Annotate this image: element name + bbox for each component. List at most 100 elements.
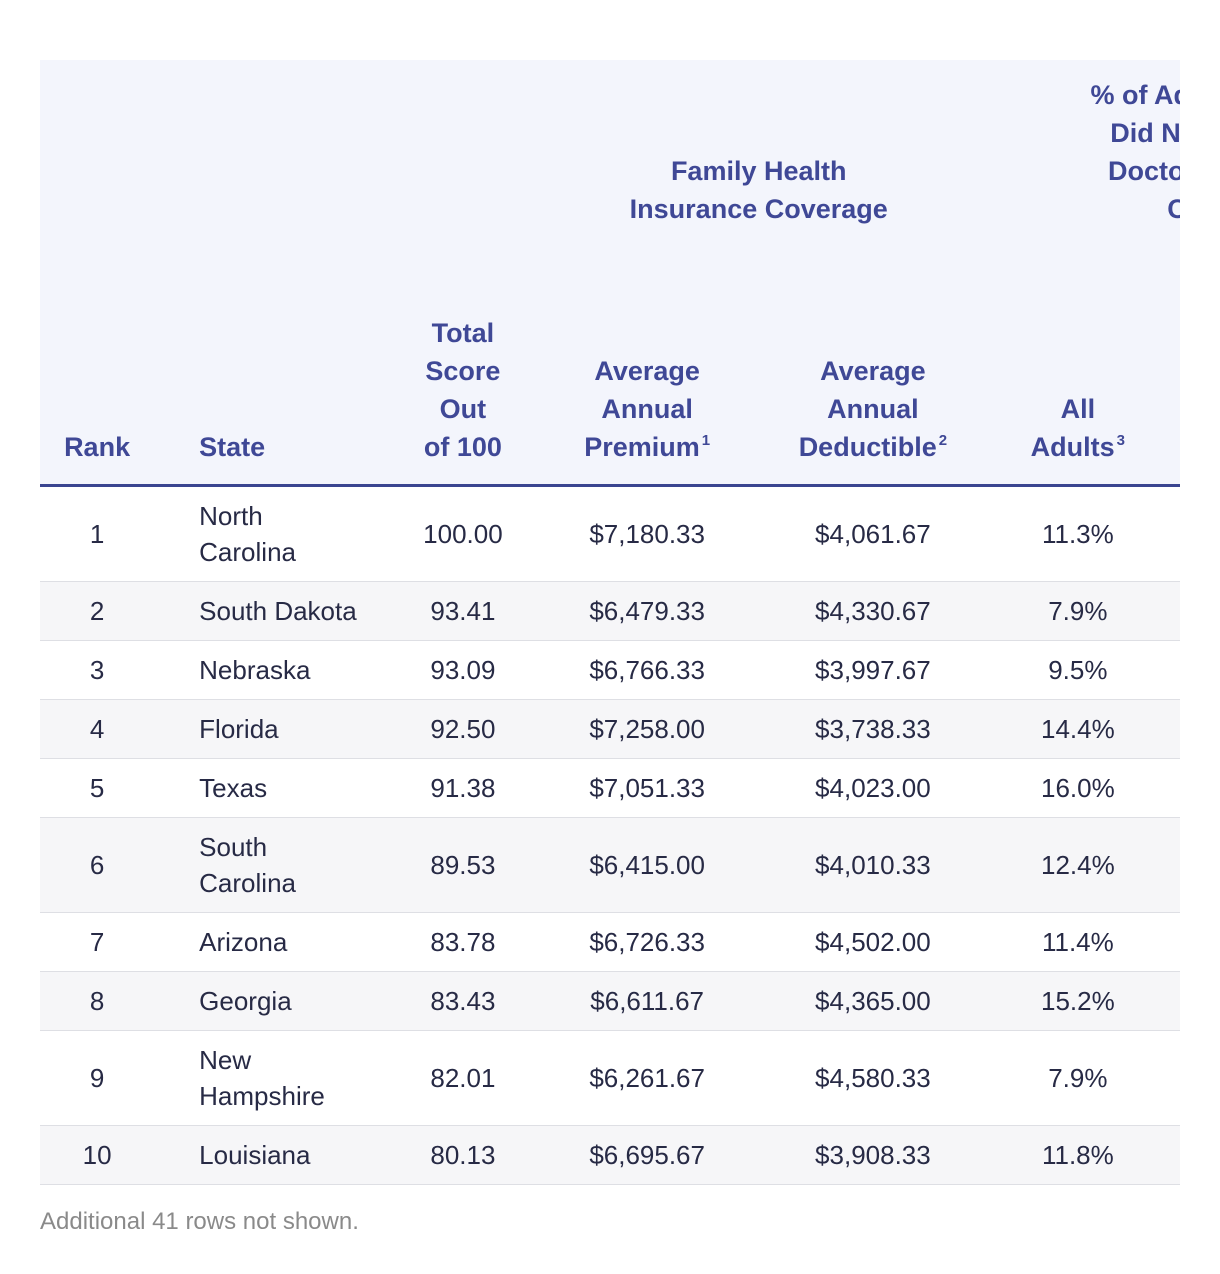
table-cell [1171,485,1180,582]
table-cell: North Carolina [154,485,393,582]
table-cell: $6,415.00 [533,817,762,913]
group-header-row: Family Health Insurance Coverage % of Adul… [40,60,1180,250]
table-cell [1171,971,1180,1031]
header-line: Annual [601,394,693,424]
table-row: 6 South Carolina 89.53 $6,415.00 $4,010.33 12… [40,817,1180,913]
header-line: Did Not See a [1110,118,1180,148]
table-cell: 15.2% [984,971,1172,1031]
empty-header [40,60,533,250]
table: Family Health Insurance Coverage % of Adul… [40,60,1180,1185]
table-cell: 7 [40,912,155,972]
table-container: Family Health Insurance Coverage % of Adul… [40,60,1180,1185]
table-cell: $4,330.67 [761,581,985,641]
table-cell: 91.38 [392,758,533,818]
header-line: Annual [827,394,919,424]
table-cell [1171,758,1180,818]
header-line: Family Health [670,156,847,186]
table-row: 5 Texas 91.38 $7,051.33 $4,023.00 16.0% [40,758,1180,818]
table-cell: Nebraska [154,640,393,700]
header-line: State [199,432,266,462]
column-header: Average Annual Deductible 2 [761,250,985,487]
table-cell: Louisiana [154,1125,393,1185]
table-cell: $4,365.00 [761,971,985,1031]
table-cell: 83.43 [392,971,533,1031]
table-row: 9 New Hampshire 82.01 $6,261.67 $4,580.33 7.9… [40,1030,1180,1126]
header-line: Rank [64,432,131,462]
table-cell: Texas [154,758,393,818]
table-cell: New Hampshire [154,1030,393,1126]
header-line: Total [431,318,495,348]
table-header: Family Health Insurance Coverage % of Adul… [40,60,1180,487]
table-cell: 93.09 [392,640,533,700]
table-cell: $6,261.67 [533,1030,762,1126]
table-cell: $3,908.33 [761,1125,985,1185]
table-cell: 12.4% [984,817,1172,913]
table-cell [1171,817,1180,913]
table-cell: 3 [40,640,155,700]
table-cell: 4 [40,699,155,759]
table-cell: 10 [40,1125,155,1185]
table-cell: 14.4% [984,699,1172,759]
header-line: Doctor Due to [1107,156,1180,186]
table-cell: 11.3% [984,485,1172,582]
header-line: Insurance Coverage [629,194,888,224]
table-cell: 7.9% [984,1030,1172,1126]
table-cell [1171,1125,1180,1185]
table-cell: South Carolina [154,817,393,913]
table-cell: 6 [40,817,155,913]
footnote-mark: 1 [701,432,711,449]
table-row: 3 Nebraska 93.09 $6,766.33 $3,997.67 9.5% [40,640,1180,700]
footnote-mark: 3 [1116,432,1126,449]
table-cell: $6,695.67 [533,1125,762,1185]
table-cell: South Dakota [154,581,393,641]
table-cell: $7,258.00 [533,699,762,759]
table-cell [1171,912,1180,972]
table-cell [1171,699,1180,759]
footnote-mark: 2 [938,432,948,449]
table-cell: 9.5% [984,640,1172,700]
table-cell: Georgia [154,971,393,1031]
header-line: Cost [1167,194,1180,224]
table-cell: 1 [40,485,155,582]
table-row: 2 South Dakota 93.41 $6,479.33 $4,330.67 7.9% [40,581,1180,641]
table-cell: 16.0% [984,758,1172,818]
table-cell: 83.78 [392,912,533,972]
table-cell: $7,051.33 [533,758,762,818]
table-row: 1 North Carolina 100.00 $7,180.33 $4,061.67 1… [40,485,1180,582]
table-cell: $4,580.33 [761,1030,985,1126]
table-cell: 2 [40,581,155,641]
header-line: Deductible [798,432,937,462]
table-cell: $3,997.67 [761,640,985,700]
header-line: of 100 [423,432,502,462]
table-cell: $4,023.00 [761,758,985,818]
column-header: S [1171,250,1180,487]
header-line: Out [439,394,487,424]
table-cell: $7,180.33 [533,485,762,582]
table-cell: 89.53 [392,817,533,913]
header-line: Score [425,356,501,386]
table-cell: $4,010.33 [761,817,985,913]
table-cell [1171,581,1180,641]
table-cell: 82.01 [392,1030,533,1126]
table-cell: 7.9% [984,581,1172,641]
column-header: Average Annual Premium 1 [533,250,762,487]
table-cell: Arizona [154,912,393,972]
column-header: State [154,250,393,487]
table-cell: 93.41 [392,581,533,641]
table-cell [1171,1030,1180,1126]
table-cell: 9 [40,1030,155,1126]
table-cell: $4,061.67 [761,485,985,582]
table-cell: $4,502.00 [761,912,985,972]
header-line: Adults [1030,432,1115,462]
header-line: All [1060,394,1096,424]
column-header: Total Score Out of 100 [392,250,533,487]
table-row: 7 Arizona 83.78 $6,726.33 $4,502.00 11.4% [40,912,1180,972]
header-line: Average [820,356,926,386]
table-row: 10 Louisiana 80.13 $6,695.67 $3,908.33 11.8% [40,1125,1180,1185]
table-cell [1171,640,1180,700]
table-cell: 100.00 [392,485,533,582]
table-cell: 5 [40,758,155,818]
table-row: 4 Florida 92.50 $7,258.00 $3,738.33 14.4% [40,699,1180,759]
footer-note: Additional 41 rows not shown. [40,1208,359,1235]
